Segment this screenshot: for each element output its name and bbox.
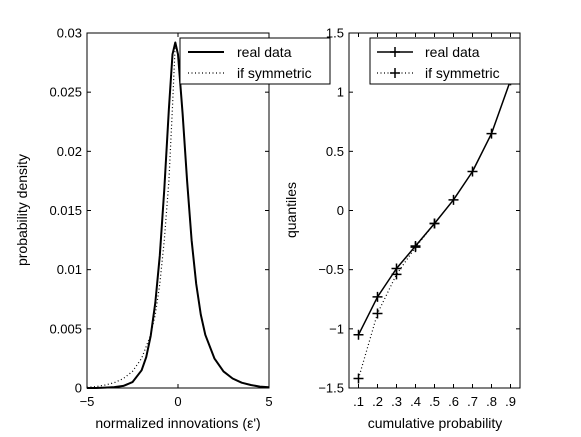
quantile-y-tick-label-1: −1: [329, 321, 344, 336]
quantile-y-tick-label-2: −0.5: [318, 262, 344, 277]
quantile-y-tick-label-0: −1.5: [318, 381, 344, 396]
quantile-x-axis-label: cumulative probability: [368, 415, 503, 431]
quantile-x-tick-label-7: .8: [486, 394, 497, 409]
density-legend-label-symmetric: if symmetric: [237, 65, 312, 81]
quantile-legend-label-symmetric: if symmetric: [425, 65, 500, 81]
quantile-x-tick-label-0: .1: [353, 394, 364, 409]
density-y-tick-label-6: 0.03: [57, 26, 82, 41]
quantile-series-1-point-3: [410, 242, 421, 253]
quantile-y-axis-label: quantiles: [283, 182, 299, 238]
quantile-legend: real data if symmetric: [369, 37, 521, 85]
quantile-x-tick-label-3: .4: [410, 394, 421, 409]
quantile-legend-marker-real: [390, 47, 400, 57]
quantile-x-tick-label-4: .5: [429, 394, 440, 409]
quantile-x-tick-label-1: .2: [372, 394, 383, 409]
quantile-series-1-point-4: [429, 218, 440, 229]
density-y-tick-label-0: 0: [75, 381, 82, 396]
density-legend-label-real: real data: [237, 44, 292, 60]
density-marks: [86, 41, 270, 389]
quantile-x-tick-label-2: .3: [391, 394, 402, 409]
quantile-series-0-point-6: [467, 166, 478, 177]
quantile-y-tick-label-6: 1.5: [326, 26, 344, 41]
quantile-y-tick-label-4: 0.5: [326, 144, 344, 159]
quantile-series-0-point-7: [486, 128, 497, 139]
density-series-1-line: [86, 42, 176, 388]
density-legend-box: [179, 37, 331, 85]
density-y-tick-label-2: 0.01: [57, 262, 82, 277]
quantile-series-1-point-2: [391, 269, 402, 280]
quantile-series-1-point-1: [372, 308, 383, 319]
quantile-x-tick-label-8: .9: [505, 394, 516, 409]
quantile-series-0-point-1: [372, 291, 383, 302]
quantile-x-tick-label-6: .7: [467, 394, 478, 409]
quantile-y-tick-label-3: 0: [337, 203, 344, 218]
density-y-tick-label-4: 0.02: [57, 144, 82, 159]
quantile-series-0-point-5: [448, 194, 459, 205]
quantile-series-0-point-0: [353, 329, 364, 340]
density-x-tick-label-0: −5: [80, 394, 95, 409]
density-x-tick-label-2: 5: [265, 394, 272, 409]
density-x-axis-label: normalized innovations (ε'): [95, 415, 260, 431]
density-y-tick-label-1: 0.005: [49, 321, 82, 336]
quantile-chart: .1 .2 .3 .4 .5 .6 .7 .8 .9 −1.5 −1 −0.5 0 0.5 1 1.5 cum…: [283, 26, 521, 431]
density-y-tick-label-3: 0.015: [49, 203, 82, 218]
density-y-axis-label: probability density: [14, 154, 30, 266]
density-x-tick-label-1: 0: [174, 394, 181, 409]
density-series-0-line: [87, 41, 270, 389]
density-y-tick-label-5: 0.025: [49, 85, 82, 100]
quantile-series-1-line: [357, 223, 435, 379]
quantile-y-tick-label-5: 1: [337, 85, 344, 100]
quantile-legend-marker-symmetric: [390, 68, 400, 78]
quantile-legend-label-real: real data: [425, 44, 480, 60]
quantile-series-1-point-0: [353, 373, 364, 384]
density-legend: real data if symmetric: [179, 37, 331, 85]
quantile-x-tick-label-5: .6: [448, 394, 459, 409]
quantile-ticks: .1 .2 .3 .4 .5 .6 .7 .8 .9 −1.5 −1 −0.5 0 0.5 1 1.5: [318, 26, 520, 409]
